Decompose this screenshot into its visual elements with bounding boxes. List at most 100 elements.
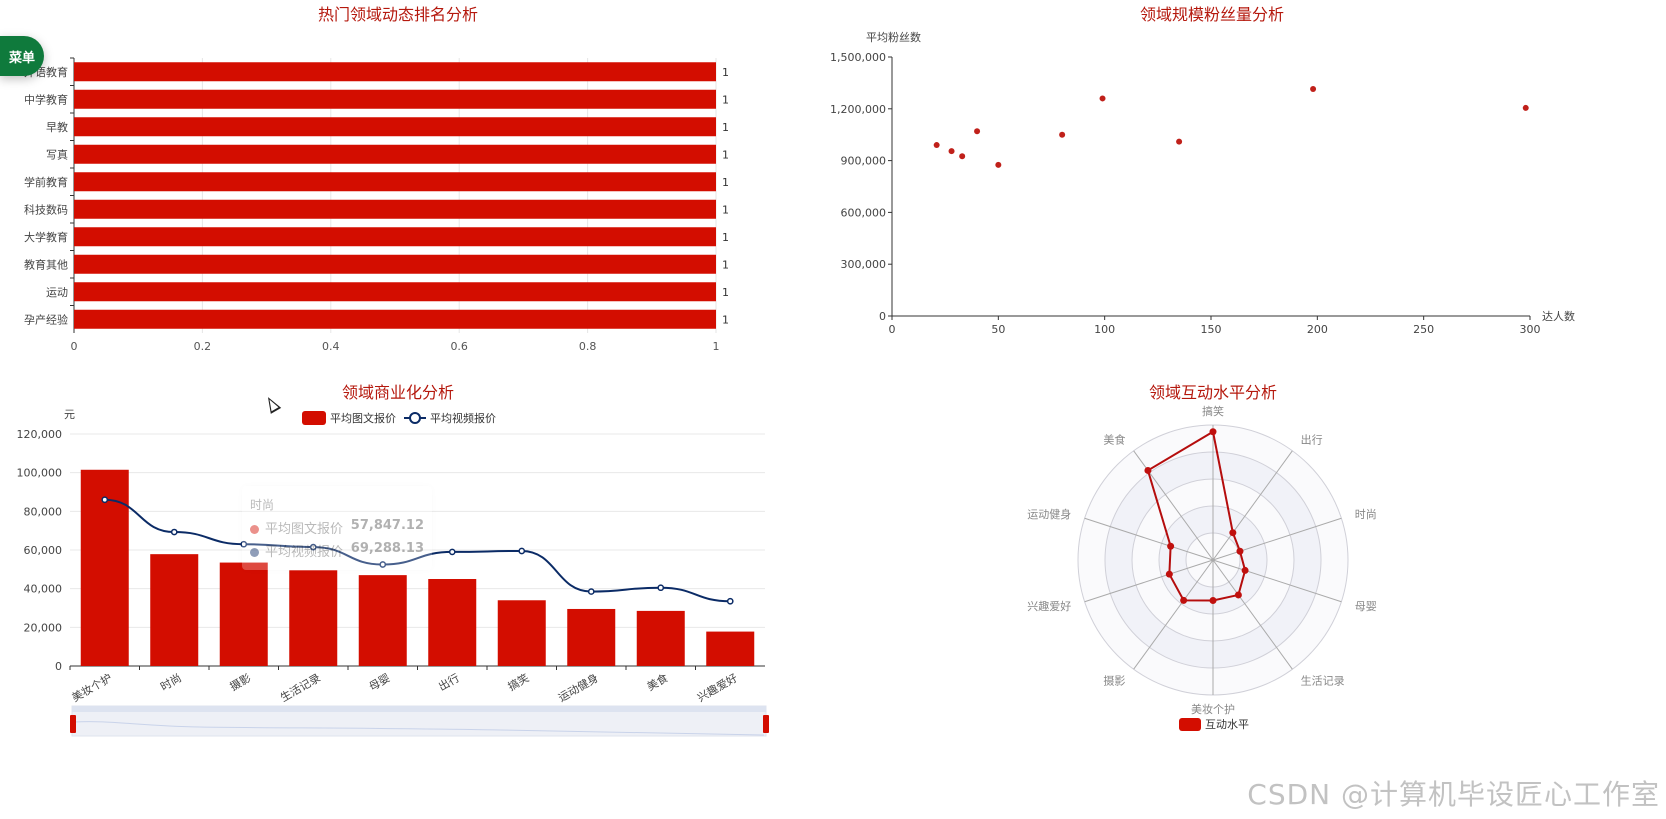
x-tick-label: 出行 — [436, 670, 462, 693]
x-tick-label: 搞笑 — [505, 670, 531, 693]
bar — [497, 600, 546, 666]
bar — [636, 610, 685, 666]
data-label: 1 — [722, 258, 729, 271]
y-tick-label: 早教 — [46, 121, 68, 134]
scatter-point — [974, 128, 981, 135]
y-tick-label: 大学教育 — [24, 230, 68, 244]
radar-indicator-label: 运动健身 — [1027, 507, 1071, 521]
y-tick-label: 运动 — [46, 286, 68, 299]
line-point — [726, 597, 734, 605]
x-tick-label: 兴趣爱好 — [695, 670, 740, 704]
tooltip-row: 平均视频报价 69,288.13 — [250, 541, 424, 560]
x-tick-label: 运动健身 — [556, 670, 601, 704]
radar-spoke — [1212, 559, 1342, 603]
y-tick-label: 60,000 — [24, 544, 63, 557]
legend-label: 互动水平 — [1205, 718, 1249, 731]
y-tick-label: 孕产经验 — [24, 312, 68, 326]
x-tick-label: 50 — [991, 323, 1005, 336]
tooltip-dot — [250, 548, 259, 557]
x-tick-label: 100 — [1094, 323, 1115, 336]
radar-point — [1144, 466, 1152, 474]
radar-point — [1229, 529, 1237, 537]
bar — [74, 309, 716, 329]
data-label: 1 — [722, 93, 729, 106]
bar — [74, 172, 716, 192]
x-tick-label: 0 — [71, 340, 78, 353]
radar-spoke — [1212, 517, 1342, 561]
radar-point — [1167, 542, 1175, 550]
tooltip-title: 时尚 — [250, 498, 275, 512]
scatter-point — [948, 148, 955, 155]
data-label: 1 — [722, 176, 729, 189]
radar-spoke — [1212, 559, 1293, 670]
watermark: CSDN @计算机毕设匠心工作室 — [1247, 778, 1660, 811]
y-tick-label: 1,200,000 — [830, 103, 886, 116]
radar-point — [1236, 547, 1244, 555]
y-tick-label: 600,000 — [841, 206, 887, 219]
y-tick-label: 100,000 — [17, 467, 63, 480]
tooltip-row-value: 57,847.12 — [350, 518, 424, 533]
bar — [74, 199, 716, 219]
y-tick-label: 教育其他 — [24, 257, 68, 271]
chart-title: 领域规模粉丝量分析 — [1140, 5, 1284, 24]
data-label: 1 — [722, 286, 729, 299]
bar — [428, 579, 477, 666]
bar — [74, 89, 716, 109]
chart-title: 热门领域动态排名分析 — [318, 5, 478, 24]
y-tick-label: 学前教育 — [24, 175, 68, 189]
legend-label: 平均视频报价 — [430, 411, 496, 425]
x-tick-label: 150 — [1201, 323, 1222, 336]
data-label: 1 — [722, 231, 729, 244]
scatter-point — [959, 153, 966, 160]
line-series — [104, 498, 731, 603]
data-label: 1 — [722, 203, 729, 216]
radar-indicator-label: 母婴 — [1355, 600, 1377, 613]
x-tick-label: 0.8 — [579, 340, 597, 353]
bar — [150, 554, 199, 666]
data-label: 1 — [722, 148, 729, 161]
tooltip: 时尚 平均图文报价 57,847.12 平均视频报价 69,288.13 — [242, 486, 432, 570]
radar-indicator-label: 生活记录 — [1301, 674, 1345, 688]
tooltip-row-name: 平均视频报价 — [265, 545, 344, 560]
y-tick-label: 科技数码 — [24, 202, 68, 216]
x-tick-label: 0.4 — [322, 340, 340, 353]
radar-spoke — [1133, 559, 1214, 670]
scatter-point — [995, 161, 1002, 168]
radar-spoke — [1212, 450, 1293, 561]
legend-line-marker — [409, 412, 421, 424]
tooltip-dot — [250, 525, 259, 534]
bar — [74, 254, 716, 274]
x-tick-label: 生活记录 — [278, 670, 323, 704]
radar-indicator-label: 时尚 — [1355, 507, 1377, 521]
y-tick-label: 80,000 — [24, 505, 63, 518]
zoom-slider-preview — [73, 721, 765, 736]
bar — [74, 144, 716, 164]
legend-bar-swatch — [302, 411, 326, 425]
line-point — [448, 548, 456, 556]
bar — [358, 575, 407, 666]
radar-spoke — [1084, 517, 1214, 561]
legend-label: 平均图文报价 — [330, 411, 396, 425]
radar-point — [1180, 596, 1188, 604]
bar — [219, 562, 268, 666]
bar — [74, 282, 716, 302]
zoom-slider-selection — [72, 706, 766, 712]
y-tick-label: 120,000 — [17, 428, 63, 441]
data-label: 1 — [722, 313, 729, 326]
bar — [567, 608, 616, 666]
y-tick-label: 0 — [879, 310, 886, 323]
menu-button[interactable]: 菜单 — [0, 36, 44, 76]
y-tick-label: 40,000 — [24, 583, 63, 596]
chart-title: 领域商业化分析 — [342, 383, 454, 402]
x-tick-label: 200 — [1307, 323, 1328, 336]
line-point — [309, 543, 317, 551]
tooltip-row-value: 69,288.13 — [350, 541, 424, 556]
scatter-point — [933, 142, 940, 149]
x-tick-label: 250 — [1413, 323, 1434, 336]
scatter-point — [1059, 131, 1066, 138]
scatter-point — [1310, 85, 1317, 92]
bar — [706, 631, 755, 666]
y-tick-label: 20,000 — [24, 621, 63, 634]
x-tick-label: 300 — [1520, 323, 1541, 336]
